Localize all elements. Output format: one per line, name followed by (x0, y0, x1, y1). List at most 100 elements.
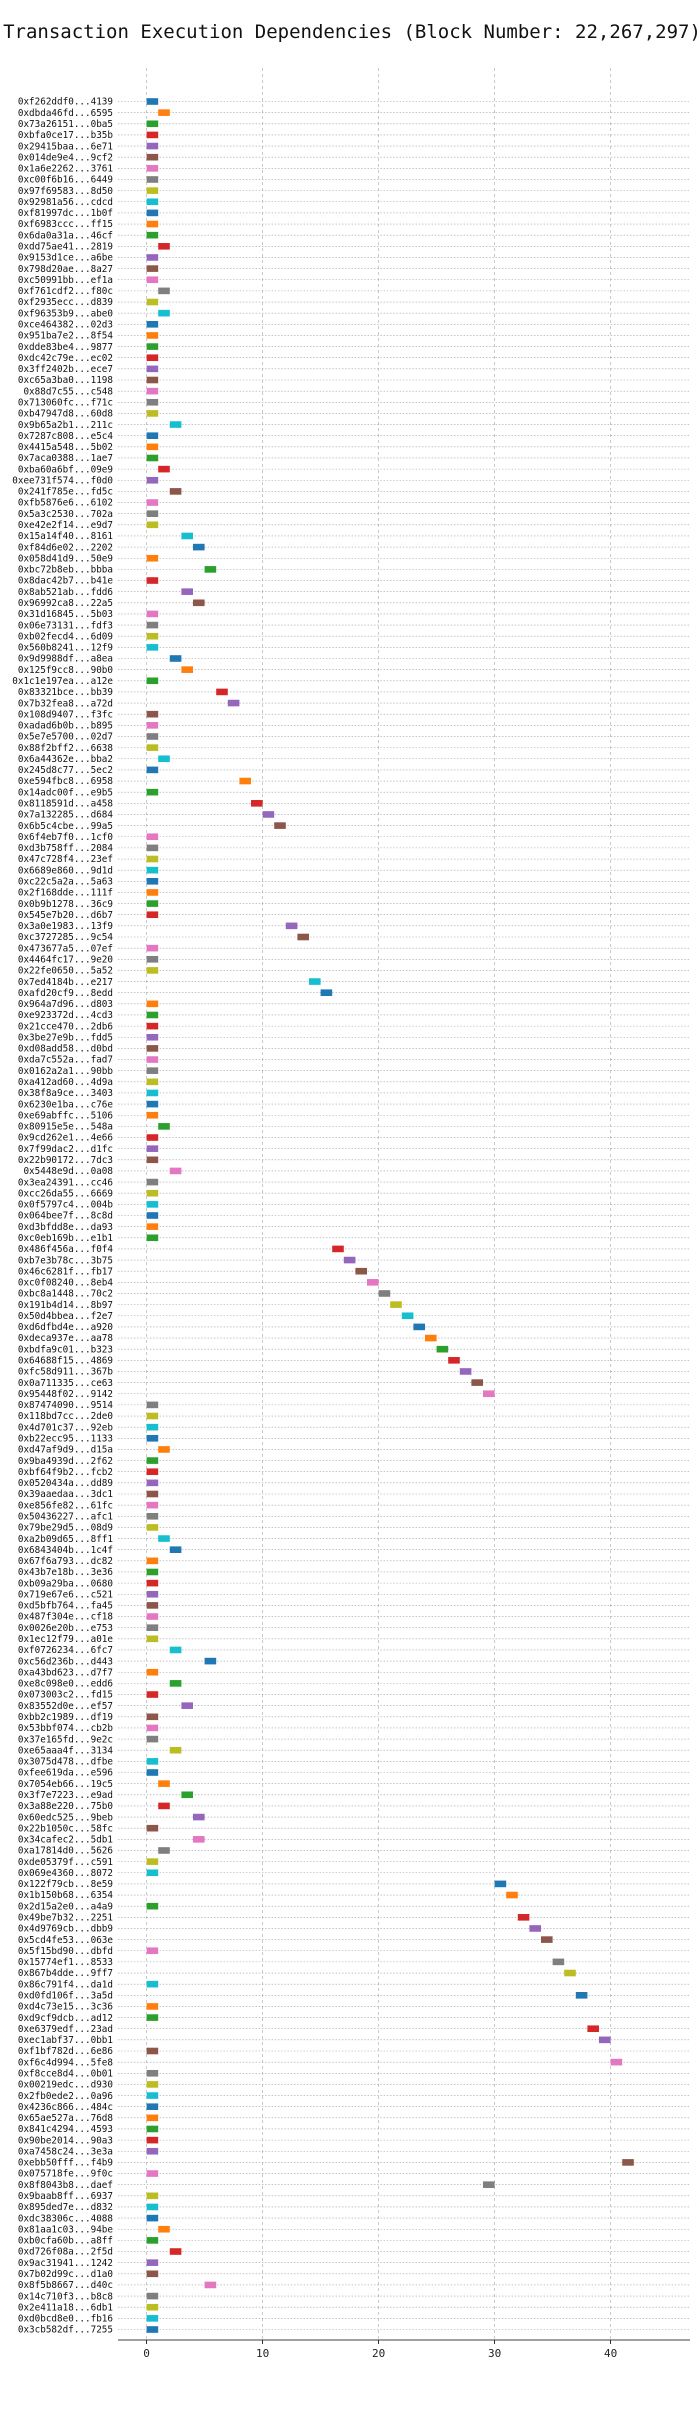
transaction-label: 0x47c728f4...23ef (18, 854, 113, 865)
transaction-bar (239, 777, 251, 785)
transaction-label: 0x3f7e7223...e9ad (18, 1790, 113, 1801)
transaction-bar (146, 744, 159, 751)
transaction-bar (146, 889, 159, 896)
transaction-bar (146, 1045, 159, 1052)
x-axis-ticks: 0 10 20 30 40 (143, 2340, 617, 2360)
transaction-bar (146, 1234, 159, 1242)
transaction-bar (158, 243, 170, 250)
transaction-label: 0x67f6a793...dc82 (18, 1556, 113, 1567)
transaction-labels: 0xf262ddf0...41390xdbda46fd...65950x73a2… (12, 97, 113, 2336)
transaction-label: 0x108d9407...f3fc (18, 709, 113, 720)
transaction-bar (146, 2214, 159, 2222)
transaction-label: 0xf262ddf0...4139 (18, 97, 113, 108)
transaction-bar (146, 454, 159, 462)
transaction-label: 0x60edc525...9beb (18, 1812, 114, 1823)
transaction-bar (158, 309, 170, 317)
transaction-bar (146, 265, 159, 272)
transaction-label: 0x8ab521ab...fdd6 (18, 587, 113, 598)
transaction-label: 0x125f9cc8...90b0 (18, 665, 113, 676)
transaction-bar (146, 2147, 159, 2155)
transaction-bar (146, 1223, 159, 1230)
transaction-bar (146, 1557, 159, 1565)
transaction-label: 0xe856fe82...61fc (18, 1500, 113, 1511)
transaction-bar (146, 2303, 159, 2311)
transaction-label: 0x87474090...9514 (18, 1400, 114, 1411)
transaction-label: 0x9d9988df...a8ea (18, 654, 113, 665)
transaction-bar (146, 1691, 159, 1698)
transaction-bar (204, 566, 217, 573)
transaction-bar (146, 1100, 159, 1108)
transaction-bar (146, 1713, 159, 1721)
x-tick-label: 20 (372, 2347, 385, 2360)
transaction-bar (169, 1680, 182, 1687)
transaction-label: 0x6b5c4cbe...99a5 (18, 821, 113, 832)
transaction-label: 0x7a132285...d684 (18, 810, 114, 821)
transaction-label: 0xda7c552a...fad7 (18, 1055, 113, 1066)
transaction-bar (483, 2181, 495, 2188)
transaction-label: 0x06e73131...fdf3 (18, 620, 113, 631)
transaction-bar (169, 1167, 182, 1175)
transaction-label: 0xd3b758ff...2084 (18, 843, 114, 854)
transaction-label: 0x83552d0e...ef57 (18, 1701, 113, 1712)
transaction-bar (146, 1635, 159, 1643)
transaction-label: 0x8f8043b8...daef (18, 2180, 113, 2191)
transaction-label: 0x00219edc...d930 (18, 2080, 113, 2091)
transaction-bar (146, 209, 159, 217)
transaction-label: 0x9b65a2b1...211c (18, 420, 113, 431)
transaction-bar (146, 1902, 159, 1910)
transaction-bar (146, 710, 159, 718)
transaction-label: 0xdd75ae41...2819 (18, 242, 113, 253)
transaction-bar (146, 833, 159, 841)
transaction-bar (146, 298, 159, 306)
transaction-bar (169, 1646, 182, 1654)
transaction-label: 0x7ed4184b...e217 (18, 977, 113, 988)
transaction-label: 0x49be7b32...2251 (18, 1913, 113, 1924)
transaction-bar (146, 1490, 159, 1498)
transaction-label: 0xc00f6b16...6449 (18, 175, 113, 186)
transaction-bar (506, 1891, 518, 1899)
transaction-bar (390, 1301, 402, 1308)
transaction-bar (251, 800, 263, 807)
transaction-bar (146, 1468, 159, 1476)
transaction-bar (181, 666, 193, 673)
transaction-bar (158, 287, 170, 295)
transaction-label: 0x7b32fea8...a72d (18, 698, 113, 709)
transaction-bar (599, 2036, 611, 2044)
transaction-label: 0x9ba4939d...2f62 (18, 1456, 113, 1467)
transaction-bar (367, 1279, 379, 1286)
transaction-label: 0x39aaedaa...3dc1 (18, 1489, 113, 1500)
transaction-label: 0x9153d1ce...a6be (18, 253, 114, 264)
transaction-label: 0xba60a6bf...09e9 (18, 464, 113, 475)
transaction-bar (146, 610, 159, 618)
transaction-label: 0x2fb0ede2...0a96 (18, 2091, 113, 2102)
transaction-label: 0xdde83be4...9877 (18, 342, 113, 353)
transaction-label: 0x1ec12f79...a01e (18, 1634, 114, 1645)
transaction-label: 0xe923372d...4cd3 (18, 1010, 113, 1021)
transaction-label: 0xd3bfdd8e...da93 (18, 1222, 113, 1233)
transaction-label: 0x14c710f3...b8c8 (18, 2291, 113, 2302)
transaction-label: 0x88d7c55...c548 (23, 386, 113, 397)
transaction-label: 0xe594fbc8...6958 (18, 776, 113, 787)
transaction-label: 0xe69abffc...5106 (18, 1110, 113, 1121)
transaction-bar (541, 1936, 553, 1943)
transaction-label: 0x2f168dde...111f (18, 888, 113, 899)
transaction-label: 0xf1bf782d...6e86 (18, 2046, 113, 2057)
transaction-label: 0x88f2bff2...6638 (18, 743, 113, 754)
transaction-bar (169, 655, 182, 662)
transaction-label: 0xb02fecd4...6d09 (18, 631, 113, 642)
transaction-label: 0x3a0e1983...13f9 (18, 921, 113, 932)
transaction-bar (146, 1423, 159, 1431)
transaction-bar (216, 688, 228, 696)
transaction-label: 0x3ea24391...cc46 (18, 1177, 113, 1188)
transaction-bar (146, 521, 159, 529)
transaction-bar (181, 1702, 193, 1709)
transaction-label: 0xbf64f9b2...fcb2 (18, 1467, 113, 1478)
transaction-bar (158, 1123, 170, 1130)
transaction-label: 0xc3727285...9c54 (18, 932, 114, 943)
transaction-bar (146, 911, 159, 919)
transaction-bar (146, 1624, 159, 1631)
transaction-bar (146, 1613, 159, 1620)
transaction-bar (436, 1345, 449, 1353)
transaction-bar (146, 120, 159, 128)
transaction-bar (146, 510, 159, 517)
